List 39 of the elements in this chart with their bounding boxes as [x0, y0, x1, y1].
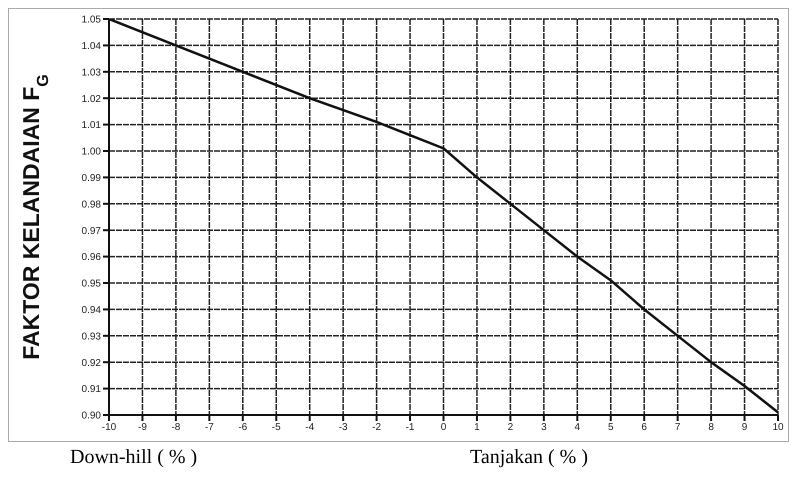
x-tick-label: 2: [508, 422, 514, 434]
x-tick-label: -5: [272, 422, 282, 434]
x-tick-label: -7: [204, 422, 214, 434]
x-tick-label: 10: [772, 422, 784, 434]
x-tick-label: 8: [708, 422, 714, 434]
y-tick-label: 0.91: [82, 384, 102, 396]
x-tick-label: 5: [608, 422, 614, 434]
y-tick-label: 0.95: [82, 278, 102, 290]
x-tick-label: 0: [440, 422, 447, 434]
y-tick-label: 1.02: [82, 94, 102, 105]
x-tick-label: -10: [102, 422, 117, 434]
x-tick-label: 7: [674, 422, 681, 434]
text: Down-hill ( % ): [70, 446, 198, 469]
y-tick-label: 0.94: [82, 304, 102, 316]
x-tick-label: -9: [138, 422, 148, 434]
x-tick-label: 6: [641, 422, 648, 434]
y-tick-label: 1.05: [82, 14, 102, 26]
x-tick-label: -8: [171, 422, 181, 434]
x-tick-label: -2: [372, 422, 382, 434]
y-tick-label: 1.03: [82, 67, 102, 78]
x-tick-label: -6: [238, 422, 248, 434]
y-tick-label: 0.92: [82, 358, 102, 369]
y-tick-label: 1.01: [82, 120, 102, 132]
x-tick-label: 1: [474, 422, 480, 434]
y-tick-label: 0.96: [82, 252, 102, 264]
y-tick-label: 0.97: [82, 226, 102, 237]
text: Tanjakan ( % ): [470, 446, 588, 469]
x-tick-label: -1: [406, 422, 415, 434]
x-tick-label: -4: [305, 422, 315, 434]
x-tick-label: 4: [574, 422, 581, 434]
y-tick-label: 1.00: [82, 146, 102, 158]
y-tick-label: 0.93: [82, 331, 102, 342]
y-tick-label: 1.04: [82, 40, 102, 52]
x-tick-label: -3: [338, 422, 348, 434]
y-tick-label: 0.99: [82, 172, 102, 184]
x-tick-label: 3: [541, 422, 548, 434]
y-tick-label: 0.98: [82, 199, 102, 210]
y-tick-label: 0.90: [82, 410, 102, 422]
x-tick-label: 9: [742, 422, 748, 434]
